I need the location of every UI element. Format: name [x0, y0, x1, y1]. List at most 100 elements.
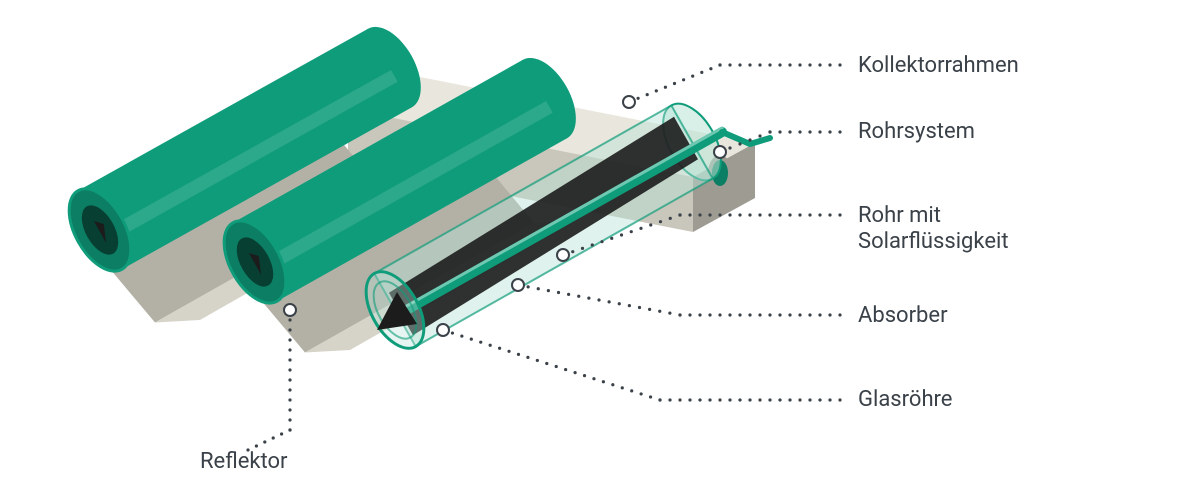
leader-glasroehre-dot [838, 398, 841, 401]
leader-absorber-dot [608, 300, 611, 303]
leader-rohr_mit_solarfluessigkeit-dot [808, 213, 811, 216]
leader-absorber-dot [818, 313, 821, 316]
leader-absorber-dot [728, 313, 731, 316]
leader-reflektor-dot [288, 428, 291, 431]
leader-absorber-dot [698, 313, 701, 316]
leader-absorber-dot [718, 313, 721, 316]
leader-absorber-dot [567, 293, 570, 296]
leader-absorber-dot [798, 313, 801, 316]
leader-absorber-dot [547, 289, 550, 292]
leader-reflektor-dot [288, 318, 291, 321]
leader-absorber-dot [618, 302, 621, 305]
leader-rohrsystem-dot [838, 130, 841, 133]
leader-reflektor-dot [288, 398, 291, 401]
leader-absorber-dot [658, 310, 661, 313]
leader-glasroehre-dot [470, 338, 473, 341]
leader-rohrsystem-dot [738, 142, 741, 145]
label-absorber: Absorber [858, 303, 948, 328]
leader-absorber-dot [758, 313, 761, 316]
leader-absorber-dot [838, 313, 841, 316]
leader-reflektor-dot [288, 348, 291, 351]
leader-rohr_mit_solarfluessigkeit-dot [630, 230, 633, 233]
leader-glasroehre-dot [798, 398, 801, 401]
leader-absorber-dot [537, 287, 540, 290]
leader-rohr_mit_solarfluessigkeit-dot [818, 213, 821, 216]
leader-glasroehre-dot [828, 398, 831, 401]
leader-rohrsystem-dot [748, 138, 751, 141]
leader-reflektor-dot [288, 328, 291, 331]
leader-rohr_mit_solarfluessigkeit-dot [571, 250, 574, 253]
leader-rohrsystem-dot [788, 130, 791, 133]
leader-kollektorrahmen-dot [691, 75, 694, 78]
leader-rohr_mit_solarfluessigkeit-dot [698, 213, 701, 216]
leader-kollektorrahmen-dot [748, 63, 751, 66]
leader-kollektorrahmen-dot [637, 97, 640, 100]
leader-glasroehre-dot [583, 374, 586, 377]
leader-rohr_mit_solarfluessigkeit-dot [600, 240, 603, 243]
leader-rohr_mit_solarfluessigkeit-dot [659, 220, 662, 223]
leader-absorber-dot [628, 304, 631, 307]
leader-rohrsystem-dot [768, 130, 771, 133]
leader-absorber-dot [828, 313, 831, 316]
leader-glasroehre-dot [668, 398, 671, 401]
leader-kollektorrahmen-dot [828, 63, 831, 66]
leader-absorber-dot [527, 285, 530, 288]
leader-kollektorrahmen-dot [758, 63, 761, 66]
leader-glasroehre-dot [738, 398, 741, 401]
leader-kollektorrahmen-dot [700, 71, 703, 74]
leader-rohr_mit_solarfluessigkeit-dot [838, 213, 841, 216]
leader-absorber-dot [587, 297, 590, 300]
leader-kollektorrahmen-dot [808, 63, 811, 66]
leader-rohr_mit_solarfluessigkeit-dot [748, 213, 751, 216]
leader-reflektor-dot [288, 358, 291, 361]
leader-rohr_mit_solarfluessigkeit-dot [728, 213, 731, 216]
leader-kollektorrahmen-marker [623, 96, 635, 108]
leader-rohr_mit_solarfluessigkeit-dot [649, 223, 652, 226]
leader-kollektorrahmen-dot [664, 86, 667, 89]
leader-rohr_mit_solarfluessigkeit-dot [788, 213, 791, 216]
leader-glasroehre-dot [728, 398, 731, 401]
leader-glasroehre-dot [708, 398, 711, 401]
leader-reflektor-dot [255, 444, 258, 447]
leader-glasroehre-dot [602, 380, 605, 383]
leader-absorber-dot [768, 313, 771, 316]
leader-kollektorrahmen-dot [709, 67, 712, 70]
label-rohrsystem: Rohrsystem [858, 119, 975, 144]
leader-rohrsystem-marker [714, 146, 726, 158]
leader-glasroehre-dot [545, 362, 548, 365]
leader-reflektor-dot [272, 436, 275, 439]
leader-glasroehre-dot [564, 368, 567, 371]
leader-kollektorrahmen-dot [788, 63, 791, 66]
leader-kollektorrahmen-dot [646, 93, 649, 96]
leader-glasroehre-dot [621, 386, 624, 389]
label-rohr-mit-2: Solarflüssigkeit [858, 229, 1009, 254]
leader-reflektor-dot [280, 432, 283, 435]
leader-glasroehre-dot [758, 398, 761, 401]
leader-absorber-dot [688, 313, 691, 316]
leader-glasroehre-dot [489, 344, 492, 347]
solar-collector-diagram: KollektorrahmenRohrsystemRohr mitSolarfl… [0, 0, 1200, 503]
leader-glasroehre-dot [718, 398, 721, 401]
leader-glasroehre-dot [536, 359, 539, 362]
leader-rohrsystem-dot [818, 130, 821, 133]
leader-glasroehre-dot [630, 389, 633, 392]
leader-glasroehre-dot [808, 398, 811, 401]
leader-reflektor-dot [288, 408, 291, 411]
label-glasroehre: Glasröhre [858, 387, 952, 412]
leader-glasroehre-marker [437, 324, 449, 336]
leader-glasroehre-dot [526, 356, 529, 359]
label-kollektorrahmen: Kollektorrahmen [858, 53, 1019, 78]
leader-rohrsystem-dot [728, 146, 731, 149]
leader-absorber-dot [597, 298, 600, 301]
leader-rohr_mit_solarfluessigkeit-dot [639, 227, 642, 230]
illustration-group [56, 17, 770, 358]
leader-absorber-dot [668, 312, 671, 315]
leader-glasroehre-dot [640, 392, 643, 395]
leader-kollektorrahmen-dot [682, 78, 685, 81]
leader-rohr_mit_solarfluessigkeit-dot [688, 213, 691, 216]
leader-kollektorrahmen-dot [768, 63, 771, 66]
leader-glasroehre-dot [788, 398, 791, 401]
leader-rohr_mit_solarfluessigkeit-dot [581, 247, 584, 250]
leader-glasroehre-dot [649, 395, 652, 398]
leader-glasroehre-dot [678, 398, 681, 401]
